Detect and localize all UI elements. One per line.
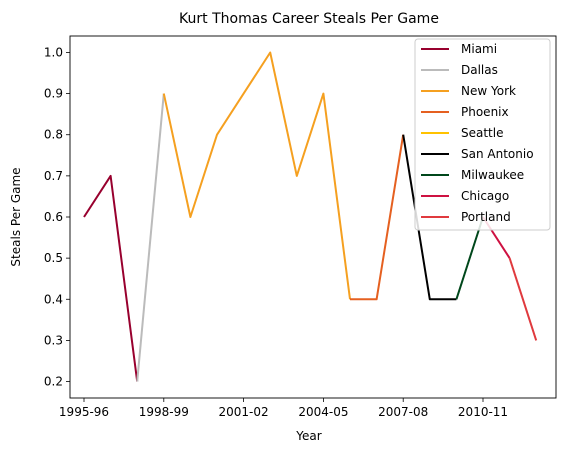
legend: Miami Dallas New York Phoenix Seattle San Ant… (414, 38, 551, 231)
series-line-miami (83, 174, 139, 382)
y-tick-label: 0.6 (44, 210, 63, 224)
y-tick-label: 0.4 (44, 292, 63, 306)
y-tick-label: 0.7 (44, 169, 63, 183)
series-line-portland (508, 257, 538, 341)
x-tick-label: 2001-02 (219, 405, 269, 419)
x-tick-label: 1995-96 (59, 405, 109, 419)
legend-box (414, 38, 551, 231)
series-line-dallas (136, 93, 165, 382)
chart-title: Kurt Thomas Career Steals Per Game (179, 11, 439, 27)
series-line-san-antonio (402, 134, 457, 301)
legend-label-chicago: Chicago (461, 189, 509, 203)
x-axis-ticks: 1995-96 1998-99 2001-02 2004-05 2007-08 2010-… (59, 398, 508, 419)
x-tick-label: 2004-05 (298, 405, 348, 419)
x-axis-label: Year (295, 429, 321, 443)
x-tick-label: 2010-11 (458, 405, 508, 419)
legend-label-seattle: Seattle (461, 126, 503, 140)
series-line-new-york (162, 51, 351, 300)
legend-label-dallas: Dallas (461, 63, 498, 77)
y-tick-label: 0.9 (44, 87, 63, 101)
y-tick-label: 1.0 (44, 45, 63, 59)
legend-label-san-antonio: San Antonio (461, 147, 534, 161)
legend-label-milwaukee: Milwaukee (461, 168, 524, 182)
legend-label-phoenix: Phoenix (461, 105, 509, 119)
y-tick-label: 0.3 (44, 333, 63, 347)
x-tick-label: 2007-08 (378, 405, 428, 419)
series-line-milwaukee (455, 216, 484, 300)
y-axis-label: Steals Per Game (9, 167, 23, 266)
legend-label-miami: Miami (461, 42, 497, 56)
y-axis-ticks: 0.2 0.3 0.4 0.5 0.6 0.7 0.8 0.9 1.0 (44, 45, 70, 389)
legend-label-new-york: New York (461, 84, 516, 98)
series-line-phoenix (350, 134, 405, 301)
y-tick-label: 0.2 (44, 375, 63, 389)
x-tick-label: 1998-99 (139, 405, 189, 419)
plot-frame (69, 35, 557, 399)
y-tick-label: 0.8 (44, 128, 63, 142)
y-tick-label: 0.5 (44, 251, 63, 265)
series-lines (83, 51, 538, 382)
legend-label-portland: Portland (461, 210, 511, 224)
